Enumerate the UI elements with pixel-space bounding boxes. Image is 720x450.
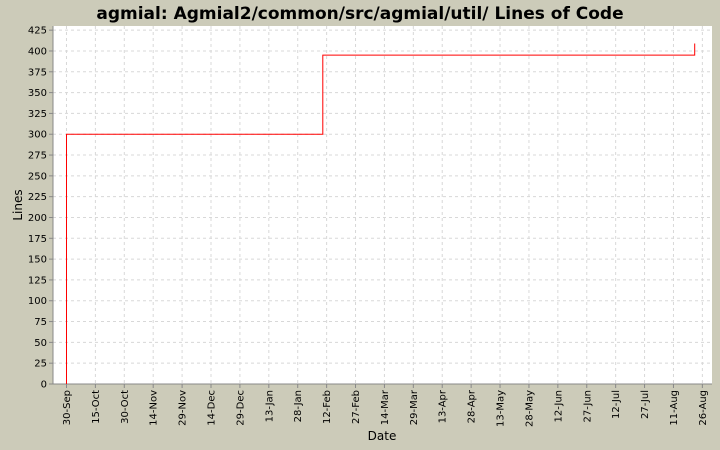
x-tick-label: 13-Apr	[438, 389, 449, 423]
y-tick-label: 400	[28, 46, 47, 57]
series-line	[66, 43, 696, 384]
x-tick-label: 12-Jul	[611, 390, 622, 419]
x-tick-label: 26-Aug	[698, 390, 709, 426]
y-tick-label: 250	[28, 171, 47, 182]
x-tick-label: 28-May	[524, 390, 535, 427]
y-tick-label: 300	[28, 130, 47, 141]
y-tick-label: 100	[28, 296, 47, 307]
y-tick-label: 50	[34, 338, 47, 349]
y-tick-label: 225	[28, 192, 47, 203]
y-axis: 0 25 50 75 100 125 150 175 200 225 250 275 300 325 350…	[28, 26, 54, 391]
y-tick-label: 375	[28, 67, 47, 78]
x-tick-label: 15-Oct	[91, 390, 102, 424]
x-tick-label: 14-Dec	[207, 390, 218, 426]
x-tick-label: 13-Jan	[264, 390, 275, 422]
x-tick-label: 29-Mar	[409, 389, 420, 425]
x-tick-label: 27-Jul	[640, 390, 651, 419]
x-tick-label: 12-Jun	[553, 390, 564, 423]
x-tick-label: 11-Aug	[669, 390, 680, 426]
x-tick-label: 29-Nov	[178, 390, 189, 426]
x-axis-label: Date	[368, 429, 397, 443]
x-tick-label: 30-Sep	[62, 390, 73, 425]
x-axis: 30-Sep 15-Oct 30-Oct 14-Nov 29-Nov 14-Dec 29-D…	[53, 383, 712, 427]
x-tick-label: 14-Mar	[380, 389, 391, 425]
y-tick-label: 125	[28, 275, 47, 286]
y-tick-label: 200	[28, 213, 47, 224]
x-tick-label: 14-Nov	[149, 390, 160, 426]
plot-area	[53, 26, 712, 384]
y-tick-label: 25	[34, 359, 47, 370]
y-tick-label: 75	[34, 317, 47, 328]
y-tick-label: 175	[28, 234, 47, 245]
y-tick-label: 325	[28, 109, 47, 120]
y-axis-label: Lines	[11, 189, 25, 220]
y-tick-label: 0	[41, 380, 47, 391]
x-tick-label: 13-May	[496, 390, 507, 427]
y-tick-label: 150	[28, 255, 47, 266]
y-tick-label: 275	[28, 151, 47, 162]
x-tick-label: 30-Oct	[120, 390, 131, 424]
series	[66, 43, 696, 384]
x-tick-label: 27-Jun	[582, 390, 593, 423]
x-tick-label: 29-Dec	[235, 390, 246, 426]
chart-title: agmial: Agmial2/common/src/agmial/util/ …	[96, 4, 623, 24]
y-tick-label: 350	[28, 88, 47, 99]
x-tick-label: 27-Feb	[351, 390, 362, 424]
x-tick-label: 28-Apr	[467, 389, 478, 423]
y-tick-label: 425	[28, 26, 47, 37]
x-tick-label: 12-Feb	[322, 390, 333, 424]
x-tick-label: 28-Jan	[293, 390, 304, 422]
